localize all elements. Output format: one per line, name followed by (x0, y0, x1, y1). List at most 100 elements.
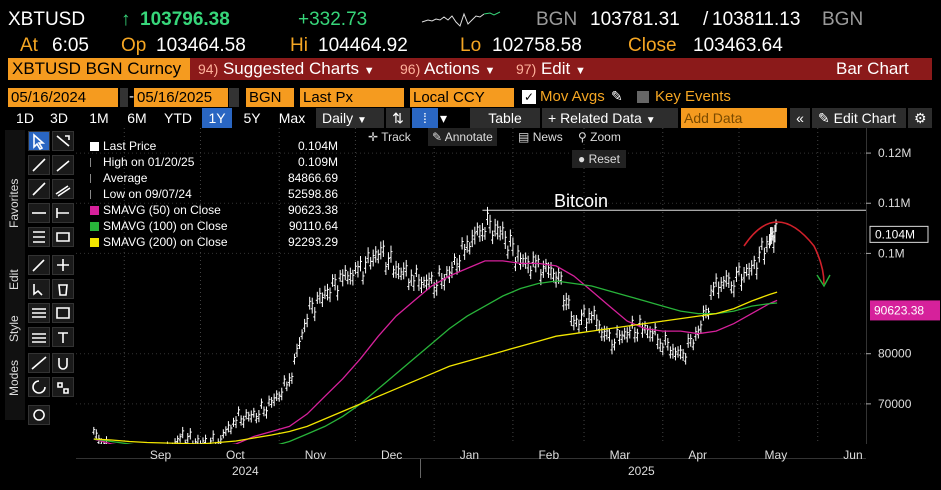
start-date-field[interactable]: 05/16/2024 (8, 88, 118, 107)
period-ytd[interactable]: YTD (164, 110, 192, 126)
retracement-icon[interactable] (52, 203, 74, 223)
legend-swatch (90, 205, 99, 215)
legend-value: 0.104M (297, 139, 338, 153)
side-tab-modes[interactable]: Modes (7, 359, 21, 396)
text-style-icon[interactable] (52, 327, 74, 347)
legend-value: 92293.29 (287, 235, 338, 249)
magnifier-icon: ⚲ (578, 130, 587, 144)
x-tick-label: Sep (149, 448, 172, 462)
line-width-icon[interactable] (28, 303, 50, 323)
line-icon[interactable] (28, 155, 50, 175)
actions-number: 96) (400, 61, 421, 77)
period-1m[interactable]: 1M (89, 110, 109, 126)
field-selector[interactable]: Last Px (300, 88, 404, 107)
side-tab-edit[interactable]: Edit (7, 269, 21, 290)
settings-gear-icon[interactable] (28, 405, 50, 425)
hline-icon[interactable] (28, 203, 50, 223)
track-label: Track (381, 130, 411, 144)
select-icon[interactable] (28, 279, 50, 299)
collapse-icon[interactable]: « (790, 108, 810, 128)
reset-icon: ● (578, 152, 586, 166)
edit-menu-label: Edit (540, 59, 571, 78)
fib-icon[interactable] (28, 227, 50, 247)
fill-color-icon[interactable] (52, 303, 74, 323)
period-max[interactable]: Max (278, 110, 306, 126)
channel-icon[interactable] (52, 179, 74, 199)
legend-value: 90623.38 (287, 203, 338, 217)
reset-button[interactable]: ● Reset (572, 150, 626, 168)
period-5y[interactable]: 5Y (243, 110, 261, 126)
magnet-icon[interactable] (52, 353, 74, 373)
add-data-placeholder: Add Data (684, 110, 743, 126)
calendar-icon[interactable] (120, 88, 128, 107)
actions-button[interactable]: 96) Actions ▼ (400, 58, 495, 82)
pointer-icon[interactable] (52, 131, 74, 151)
legend-swatch (90, 173, 99, 183)
caret-down-icon: ▼ (645, 115, 656, 126)
frequency-dropdown[interactable]: Daily ▼ (316, 108, 384, 128)
add-data-input[interactable]: Add Data (681, 108, 787, 128)
axis-divider (76, 458, 866, 459)
period-1d[interactable]: 1D (16, 110, 34, 126)
edit-chart-label: Edit Chart (833, 110, 896, 126)
security-field[interactable]: XBTUSD BGN Curncy (8, 58, 190, 80)
cursor-icon[interactable] (28, 131, 50, 151)
table-button[interactable]: Table (470, 108, 540, 128)
delete-icon[interactable] (52, 279, 74, 299)
ray-icon[interactable] (52, 155, 74, 175)
key-events-checkbox[interactable] (637, 91, 649, 103)
pencil-icon[interactable]: ✎ (611, 88, 623, 104)
chart-type-icon[interactable]: ⇅ (386, 108, 410, 128)
ticker: XBTUSD (8, 9, 86, 30)
dotted-icon[interactable] (28, 353, 50, 373)
move-icon[interactable] (52, 255, 74, 275)
brush-icon[interactable] (28, 255, 50, 275)
legend-swatch (90, 237, 99, 247)
end-date-field[interactable]: 05/16/2025 (134, 88, 228, 107)
legend-swatch (90, 157, 99, 167)
x-tick-label: Oct (226, 448, 245, 462)
mov-avgs-label[interactable]: Mov Avgs (540, 88, 605, 105)
multicolor-icon[interactable] (52, 377, 74, 397)
edit-chart-button[interactable]: ✎ Edit Chart (812, 108, 906, 128)
ask: 103811.13 (712, 9, 801, 30)
side-tab-favorites[interactable]: Favorites (7, 178, 21, 228)
zoom-button[interactable]: ⚲ Zoom (578, 130, 621, 144)
crosshair-mode-icon[interactable] (28, 377, 50, 397)
currency-selector[interactable]: Local CCY (410, 88, 514, 107)
related-data-button[interactable]: + Related Data ▼ (542, 108, 678, 128)
sma50-tag (870, 300, 940, 321)
news-button[interactable]: ▤ News (518, 130, 563, 144)
track-button[interactable]: ✛ Track (368, 130, 411, 144)
caret-down-icon[interactable]: ▾ (440, 110, 448, 126)
trend-icon[interactable] (28, 179, 50, 199)
period-1y[interactable]: 1Y (202, 108, 232, 128)
period-3d[interactable]: 3D (50, 110, 68, 126)
y-tick-label: 0.11M (878, 196, 910, 210)
mov-avgs-checkbox[interactable]: ✓ (522, 90, 536, 104)
source-field[interactable]: BGN (246, 88, 294, 107)
forecast-arrow (743, 221, 825, 285)
key-events-label[interactable]: Key Events (655, 88, 731, 105)
legend-label: Last Price (103, 139, 157, 153)
legend-value: 52598.86 (287, 187, 338, 201)
news-icon: ▤ (518, 130, 530, 144)
edit-menu-button[interactable]: 97) Edit ▼ (516, 58, 586, 82)
line-style-icon[interactable] (28, 327, 50, 347)
rectangle-icon[interactable] (52, 227, 74, 247)
caret-down-icon: ▼ (357, 115, 367, 126)
up-arrow-icon: ↑ (121, 9, 131, 30)
bar-type-icon[interactable]: ⁞ (412, 108, 438, 128)
reset-label: Reset (588, 152, 620, 166)
calendar-icon[interactable] (229, 88, 239, 107)
side-tab-style[interactable]: Style (7, 315, 21, 342)
gear-icon[interactable]: ⚙ (908, 108, 932, 128)
date-dash: - (129, 88, 134, 105)
x-tick-label: May (764, 448, 788, 462)
suggested-charts-button[interactable]: 94) Suggested Charts ▼ (198, 58, 375, 82)
annotate-button[interactable]: ✎ Annotate (428, 128, 497, 146)
price-chart[interactable] (76, 128, 866, 444)
pencil-icon: ✎ (432, 130, 443, 144)
bar-chart-label[interactable]: Bar Chart (836, 59, 909, 78)
period-6m[interactable]: 6M (127, 110, 147, 126)
